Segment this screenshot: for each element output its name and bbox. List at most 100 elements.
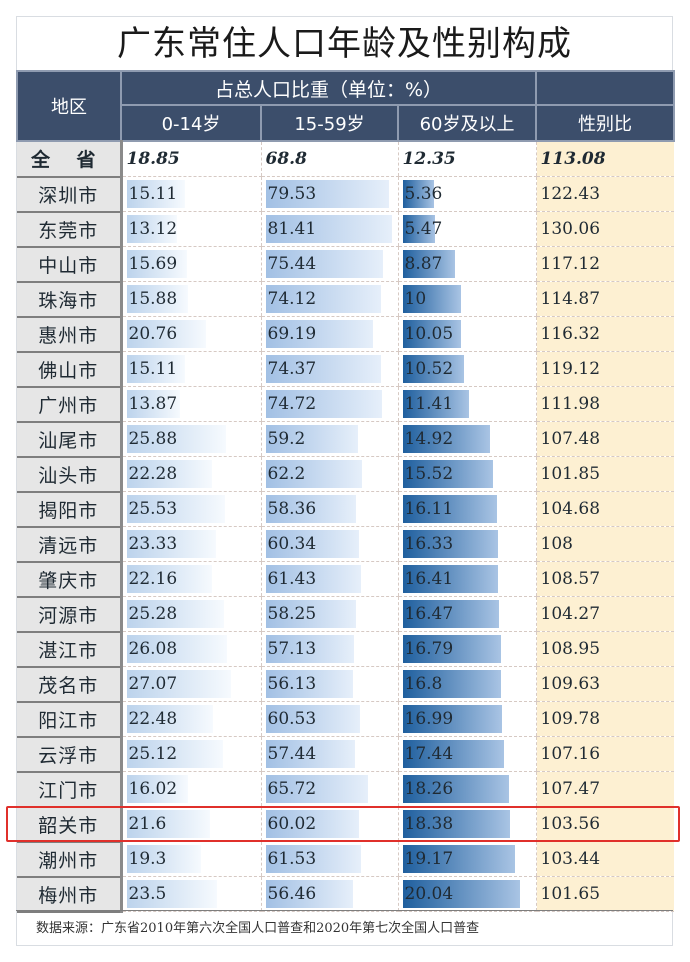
sex-ratio-cell: 104.68 [535, 491, 675, 527]
age-0-14-cell: 26.08 [120, 631, 261, 667]
age-0-14-cell: 22.28 [120, 456, 261, 492]
age-60-plus-cell: 5.36 [397, 176, 537, 212]
value-bar [265, 565, 361, 593]
value-text: 12.35 [402, 149, 456, 169]
value-text: 16.47 [404, 604, 454, 624]
age-60-plus-cell: 20.04 [397, 876, 537, 912]
value-bar [126, 600, 224, 628]
value-text: 25.53 [128, 499, 178, 519]
age-0-14-cell: 25.12 [120, 736, 261, 772]
value-text: 62.2 [267, 464, 306, 484]
value-text: 16.99 [404, 709, 454, 729]
region-cell: 云浮市 [17, 736, 123, 773]
age-60-plus-cell: 16.99 [397, 701, 537, 737]
table-row: 东莞市 13.12 81.41 5.47 130.06 [17, 211, 675, 248]
value-bar [402, 740, 504, 768]
data-source-note: 数据来源：广东省2010年第六次全国人口普查和2020年第七次全国人口普查 [16, 910, 673, 945]
region-cell: 深圳市 [17, 176, 123, 213]
age-0-14-cell: 27.07 [120, 666, 261, 702]
age-15-59-cell: 56.13 [260, 666, 398, 702]
table-row-total: 全 省 18.85 68.8 12.35 113.08 [17, 141, 675, 178]
value-text: 79.53 [267, 184, 317, 204]
region-cell: 东莞市 [17, 211, 123, 248]
value-text: 60.34 [267, 534, 317, 554]
age-60-plus-cell: 10.05 [397, 316, 537, 352]
value-bar [126, 495, 225, 523]
age-0-14-cell: 25.28 [120, 596, 261, 632]
region-cell: 汕尾市 [17, 421, 123, 458]
value-text: 5.36 [404, 184, 443, 204]
value-bar [402, 460, 493, 488]
value-bar [265, 810, 359, 838]
value-text: 23.33 [128, 534, 178, 554]
age-15-59-cell: 74.72 [260, 386, 398, 422]
sex-ratio-cell: 119.12 [535, 351, 675, 387]
age-60-plus-cell: 11.41 [397, 386, 537, 422]
age-0-14-cell: 23.33 [120, 526, 261, 562]
value-text: 22.16 [128, 569, 178, 589]
value-text: 15.88 [128, 289, 178, 309]
age-15-59-cell: 62.2 [260, 456, 398, 492]
sex-ratio-cell: 108 [535, 526, 675, 562]
region-cell: 惠州市 [17, 316, 123, 353]
region-cell: 茂名市 [17, 666, 123, 703]
value-text: 10.52 [404, 359, 454, 379]
sex-ratio-cell: 130.06 [535, 211, 675, 247]
age-0-14-cell: 13.87 [120, 386, 261, 422]
value-bar [265, 775, 368, 803]
value-text: 8.87 [404, 254, 443, 274]
age-0-14-cell: 15.88 [120, 281, 261, 317]
age-15-59-cell: 65.72 [260, 771, 398, 807]
value-bar [402, 880, 520, 908]
value-text: 16.02 [128, 779, 178, 799]
table-row: 汕尾市 25.88 59.2 14.92 107.48 [17, 421, 675, 458]
value-bar [265, 530, 359, 558]
table-row: 河源市 25.28 58.25 16.47 104.27 [17, 596, 675, 633]
region-cell: 珠海市 [17, 281, 123, 318]
region-cell: 潮州市 [17, 841, 123, 878]
value-text: 19.17 [404, 849, 454, 869]
value-text: 25.88 [128, 429, 178, 449]
age-15-59-cell: 61.53 [260, 841, 398, 877]
sex-ratio-cell: 111.98 [535, 386, 675, 422]
value-text: 16.79 [404, 639, 454, 659]
value-bar [126, 810, 210, 838]
value-text: 75.44 [267, 254, 317, 274]
value-bar [265, 740, 355, 768]
sex-ratio-cell: 109.63 [535, 666, 675, 702]
value-bar [402, 775, 509, 803]
value-bar [402, 390, 469, 418]
sex-ratio-cell: 113.08 [535, 141, 675, 177]
age-15-59-cell: 57.44 [260, 736, 398, 772]
value-bar [265, 495, 356, 523]
age-0-14-cell: 18.85 [120, 141, 261, 177]
value-text: 14.92 [404, 429, 454, 449]
age-60-plus-cell: 19.17 [397, 841, 537, 877]
value-text: 74.37 [267, 359, 317, 379]
table-row: 清远市 23.33 60.34 16.33 108 [17, 526, 675, 563]
value-bar [126, 250, 187, 278]
table-row: 肇庆市 22.16 61.43 16.41 108.57 [17, 561, 675, 598]
age-60-plus-cell: 10.52 [397, 351, 537, 387]
population-table: 地区 占总人口比重（单位：%） 0-14岁 15-59岁 60岁及以上 性别比 … [16, 70, 676, 913]
table-row: 阳江市 22.48 60.53 16.99 109.78 [17, 701, 675, 738]
sex-ratio-cell: 108.57 [535, 561, 675, 597]
region-cell: 广州市 [17, 386, 123, 423]
value-text: 16.33 [404, 534, 454, 554]
region-cell: 梅州市 [17, 876, 123, 913]
age-60-plus-cell: 16.47 [397, 596, 537, 632]
age-15-59-cell: 56.46 [260, 876, 398, 912]
age-60-plus-cell: 16.79 [397, 631, 537, 667]
header-empty [535, 70, 676, 106]
table-row: 潮州市 19.3 61.53 19.17 103.44 [17, 841, 675, 878]
header-age-0-14: 0-14岁 [120, 104, 262, 142]
value-text: 81.41 [267, 219, 317, 239]
value-text: 21.6 [128, 814, 167, 834]
value-text: 16.11 [404, 499, 454, 519]
value-text: 20.04 [404, 884, 454, 904]
value-text: 58.36 [267, 499, 317, 519]
value-text: 57.44 [267, 744, 317, 764]
age-15-59-cell: 68.8 [260, 141, 398, 177]
age-0-14-cell: 20.76 [120, 316, 261, 352]
age-60-plus-cell: 10 [397, 281, 537, 317]
